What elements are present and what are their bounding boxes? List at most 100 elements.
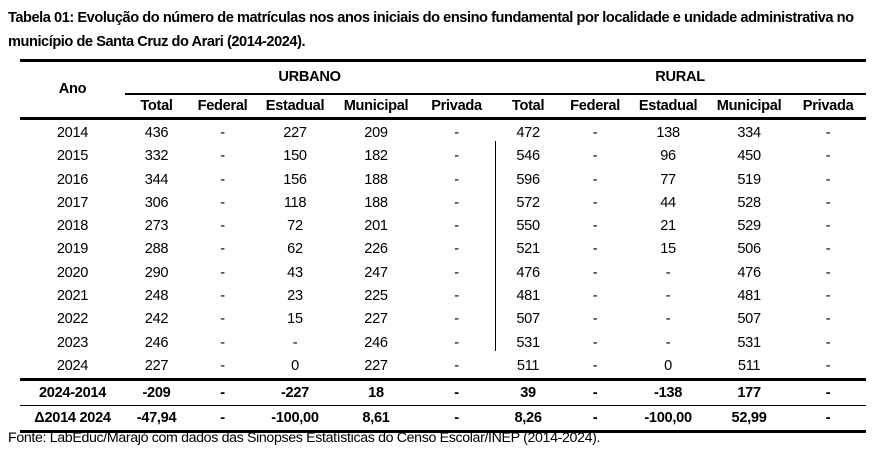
- table-row: 2017 306 - 118 188 - 572 - 44 528 -: [20, 192, 866, 215]
- difference-row: 2024-2014 -209- -227 18-39- -138 177-: [20, 378, 867, 407]
- table-cell: 23: [287, 288, 303, 305]
- table-cell: 572: [516, 194, 540, 211]
- table-cell: -: [454, 334, 459, 351]
- column-header: Privada: [790, 94, 867, 120]
- table-cell: 227: [283, 125, 307, 141]
- table-cell: -: [825, 148, 831, 165]
- table-cell: -: [790, 378, 867, 407]
- table-cell: 521: [516, 241, 540, 258]
- column-divider: [495, 141, 496, 351]
- table-cell: 177: [708, 378, 791, 407]
- row-label: 2021: [56, 288, 89, 305]
- table-cell: -: [188, 378, 257, 407]
- table-cell: 242: [144, 311, 169, 328]
- table-cell: -: [454, 311, 459, 328]
- table-row: 2020 290 - 43 247 - 476 - - 476 -: [20, 262, 866, 285]
- table-cell: -: [220, 171, 225, 188]
- table-cell: 225: [364, 288, 388, 305]
- table-cell: -: [592, 357, 598, 374]
- table-cell: 550: [516, 218, 540, 235]
- table-cell: -: [220, 241, 225, 258]
- table-cell: 529: [737, 218, 761, 235]
- table-cell: 227: [144, 357, 169, 374]
- table-cell: 18: [333, 378, 419, 407]
- table-cell: -: [454, 357, 459, 374]
- table-cell: -: [825, 334, 831, 351]
- table-cell: -: [562, 405, 629, 434]
- table-cell: 596: [516, 171, 540, 188]
- table-cell: 246: [364, 334, 388, 351]
- table-cell: -: [790, 405, 867, 434]
- table-cell: 436: [144, 125, 169, 141]
- table-cell: 546: [516, 148, 540, 165]
- year-header: Ano: [20, 59, 125, 120]
- table-cell: 227: [364, 357, 388, 374]
- table-cell: -: [220, 194, 225, 211]
- table-cell: -: [665, 334, 671, 351]
- group-header-urbano: URBANO: [125, 59, 495, 95]
- table-cell: -209: [125, 378, 188, 407]
- table-cell: -: [825, 241, 831, 258]
- table-cell: 77: [660, 171, 676, 188]
- table-cell: 531: [516, 334, 540, 351]
- table-cell: 156: [283, 171, 307, 188]
- table-cell: 138: [656, 125, 680, 141]
- table-cell: -: [292, 334, 298, 351]
- table-cell: 507: [516, 311, 540, 328]
- table-cell: 150: [283, 148, 307, 165]
- column-header: Municipal: [333, 94, 419, 120]
- table-cell: -: [665, 288, 671, 305]
- table-cell: 246: [144, 334, 169, 351]
- table-cell: 182: [364, 148, 388, 165]
- table-cell: 476: [516, 264, 540, 281]
- table-title: Tabela 01: Evolução do número de matrícu…: [8, 10, 854, 50]
- table-cell: 511: [516, 357, 540, 374]
- source-note: Fonte: LabEduc/Marajó com dados das Sino…: [8, 430, 601, 446]
- table-cell: 247: [364, 264, 388, 281]
- table-cell: 15: [660, 241, 676, 258]
- table-cell: -47,94: [125, 405, 188, 434]
- table-cell: -: [220, 125, 225, 141]
- column-header: Total: [494, 94, 563, 120]
- table-cell: -: [220, 311, 225, 328]
- table-row: 2015 332 - 150 182 - 546 - 96 450 -: [20, 145, 866, 168]
- table-cell: -: [454, 194, 459, 211]
- table-cell: -138: [628, 378, 709, 407]
- table-cell: 531: [737, 334, 761, 351]
- table-cell: 507: [737, 311, 761, 328]
- table-cell: -: [419, 378, 495, 407]
- column-header: Estadual: [257, 94, 333, 120]
- table-cell: 290: [144, 264, 169, 281]
- table-cell: 43: [287, 264, 303, 281]
- table-cell: 188: [364, 171, 388, 188]
- table-cell: -: [188, 405, 257, 434]
- table-cell: -: [825, 171, 831, 188]
- table-cell: -: [562, 378, 629, 407]
- table-cell: 52,99: [708, 405, 791, 434]
- table-cell: -: [592, 171, 598, 188]
- column-header: Estadual: [628, 94, 709, 120]
- row-label: 2017: [56, 194, 89, 211]
- table-cell: 450: [737, 148, 761, 165]
- column-header: Privada: [419, 94, 495, 120]
- table-cell: -: [454, 218, 459, 235]
- row-label: 2018: [56, 218, 89, 235]
- table-row: 2022 242 - 15 227 - 507 - - 507 -: [20, 308, 866, 331]
- row-label: 2024: [56, 357, 89, 374]
- table-cell: 44: [660, 194, 676, 211]
- group-header-rural: RURAL: [494, 59, 867, 95]
- table-cell: 288: [144, 241, 169, 258]
- table-cell: 472: [516, 125, 540, 141]
- table-cell: 344: [144, 171, 169, 188]
- row-label: 2019: [56, 241, 89, 258]
- table-cell: 481: [737, 288, 761, 305]
- table-cell: -: [454, 241, 459, 258]
- table-row: 2019 288 - 62 226 - 521 - 15 506 -: [20, 238, 866, 261]
- table-cell: 227: [364, 311, 388, 328]
- table-cell: -: [825, 194, 831, 211]
- table-cell: -: [592, 334, 598, 351]
- row-label: 2014: [56, 125, 89, 141]
- table-cell: 8,61: [333, 405, 419, 434]
- table-cell: 511: [737, 357, 761, 374]
- table-cell: -100,00: [628, 405, 709, 434]
